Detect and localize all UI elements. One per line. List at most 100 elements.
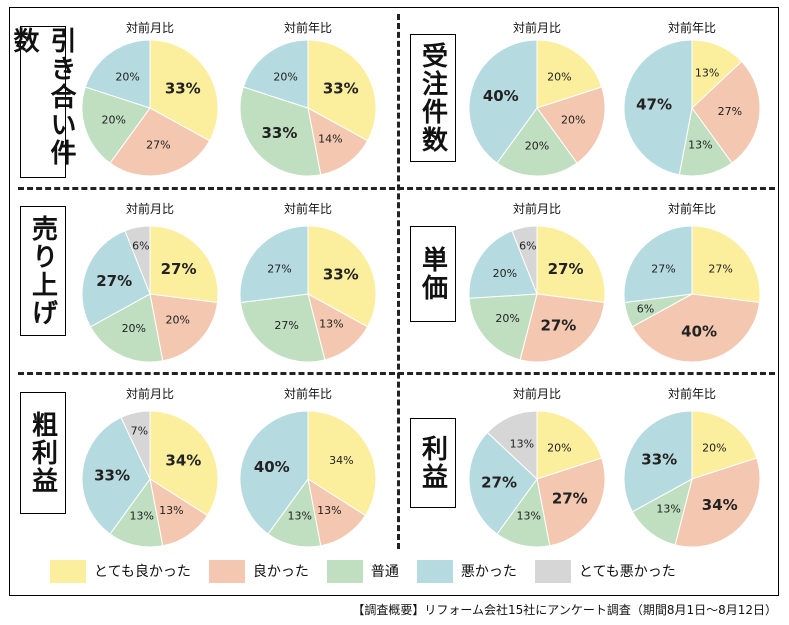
legend-label: 良かった <box>252 564 309 580</box>
pie-slice-label: 27% <box>540 317 576 335</box>
pie-chart-sales-year: 33% 13% 27% 27% <box>239 225 377 363</box>
pie-title: 対前年比 <box>667 202 716 216</box>
pie-slice-good <box>674 457 761 548</box>
pie-slice-label: 13% <box>516 510 540 523</box>
pie-slice-very_good <box>536 410 603 480</box>
pie-chart-profit-month: 20% 27% 13% 27% 13% <box>468 410 606 548</box>
pie-slice-label: 40% <box>254 458 290 476</box>
pie-slice-label: 7% <box>131 425 148 438</box>
pie-slice-normal <box>89 293 164 363</box>
metric-label-box: 売り上げ <box>20 206 66 336</box>
pie-slice-very_bad <box>486 410 538 481</box>
pie-slice-label: 20% <box>525 140 549 153</box>
pie-slice-bad <box>239 410 309 535</box>
pie-title: 対前月比 <box>512 387 561 401</box>
pie-slice-good <box>307 107 369 176</box>
pie-chart-sales-month: 27% 20% 20% 27% 6% <box>81 225 219 363</box>
pie-slice-bad <box>468 39 538 164</box>
metric-label-box: 粗利益 <box>20 392 66 514</box>
pie-title: 対前年比 <box>283 202 332 216</box>
pie-slice-label: 13% <box>695 67 719 80</box>
pie-title: 対前年比 <box>283 21 332 35</box>
pie-slice-label: 13% <box>319 318 343 331</box>
vertical-divider <box>397 14 400 549</box>
pie-slice-normal <box>239 293 326 363</box>
pie-title: 対前月比 <box>125 202 174 216</box>
pie-slice-bad <box>81 416 151 535</box>
pie-title: 対前年比 <box>667 387 716 401</box>
pie-chart-orders-month: 20% 20% 20% 40% <box>468 39 606 177</box>
pie-slice-very_bad <box>124 225 151 295</box>
pie-slice-label: 6% <box>637 303 654 316</box>
legend-swatch <box>326 559 363 583</box>
legend-label: 普通 <box>370 564 399 580</box>
pie-chart-unit-price-year: 27% 40% 6% 27% <box>623 225 761 363</box>
pie-slice-label: 20% <box>547 442 571 455</box>
horizontal-divider-2 <box>18 372 775 375</box>
pie-slice-very_good <box>149 225 219 304</box>
pie-slice-very_good <box>149 39 219 142</box>
metric-label: 受注件数 <box>417 42 448 154</box>
pie-slice-label: 20% <box>166 314 190 327</box>
pie-chart-gross-profit-year: 34% 13% 13% 40% <box>239 410 377 548</box>
pie-slice-label: 20% <box>115 71 139 84</box>
pie-chart-inquiries-year: 33% 14% 33% 20% <box>239 39 377 177</box>
pie-slice-good <box>536 86 606 164</box>
pie-slice-label: 20% <box>495 312 519 325</box>
legend-item: 良かった <box>208 559 309 583</box>
pie-slice-very_good <box>307 225 377 328</box>
pie-chart-unit-price-month: 27% 27% 20% 20% 6% <box>468 225 606 363</box>
pie-slice-normal <box>81 86 151 164</box>
pie-slice-good <box>307 477 367 547</box>
legend-item: とても良かった <box>50 559 191 583</box>
pie-slice-label: 27% <box>274 319 298 332</box>
pie-slice-label: 27% <box>146 139 170 152</box>
pie-slice-label: 14% <box>318 132 342 145</box>
pie-slice-label: 27% <box>708 262 732 275</box>
metric-label-box: 引き合い件数 <box>9 26 76 178</box>
pie-slice-bad <box>468 230 538 299</box>
pie-slice-label: 47% <box>636 95 672 113</box>
pie-slice-label: 13% <box>688 139 712 152</box>
pie-slice-label: 27% <box>548 260 584 278</box>
pie-slice-good <box>631 293 761 363</box>
pie-slice-bad <box>84 39 151 109</box>
pie-slice-normal <box>468 293 538 361</box>
metric-label: 単価 <box>417 246 448 302</box>
pie-slice-label: 27% <box>267 262 291 275</box>
legend-item: 悪かった <box>416 559 517 583</box>
pie-slice-label: 20% <box>122 322 146 335</box>
pie-slice-label: 20% <box>102 113 126 126</box>
pie-slice-label: 13% <box>287 510 311 523</box>
pie-slice-very_good <box>536 39 603 109</box>
pie-slice-good <box>691 60 761 164</box>
legend: とても良かった 良かった 普通 悪かった とても悪かった <box>50 556 694 586</box>
pie-slice-very_good <box>307 39 377 142</box>
pie-slice-label: 27% <box>161 260 197 278</box>
pie-slice-label: 33% <box>261 124 297 142</box>
pie-slice-label: 20% <box>702 442 726 455</box>
pie-slice-bad <box>242 39 309 109</box>
pie-slice-label: 33% <box>323 266 359 284</box>
pie-slice-normal <box>267 477 322 548</box>
pie-slice-label: 33% <box>165 80 201 98</box>
survey-footnote: 【調査概要】リフォーム会社15社にアンケート調査（期間8月1日〜8月12日） <box>352 603 777 617</box>
pie-slice-label: 20% <box>273 71 297 84</box>
legend-item: とても悪かった <box>534 559 676 583</box>
pie-slice-label: 13% <box>317 504 341 517</box>
legend-item: 普通 <box>326 559 399 583</box>
pie-slice-bad <box>468 431 538 535</box>
pie-slice-good <box>536 457 606 547</box>
pie-slice-bad <box>623 39 693 176</box>
pie-slice-normal <box>239 86 322 177</box>
pie-chart-gross-profit-month: 34% 13% 13% 33% 7% <box>81 410 219 548</box>
pie-slice-label: 27% <box>552 489 588 507</box>
pie-slice-label: 40% <box>681 322 717 340</box>
pie-slice-very_good <box>691 225 761 304</box>
metric-label-box: 利益 <box>410 418 456 508</box>
metric-label: 利益 <box>417 435 448 491</box>
pie-slice-good <box>307 293 369 361</box>
pie-slice-normal <box>109 477 164 548</box>
pie-slice-label: 13% <box>510 438 534 451</box>
pie-slice-label: 27% <box>96 272 132 290</box>
